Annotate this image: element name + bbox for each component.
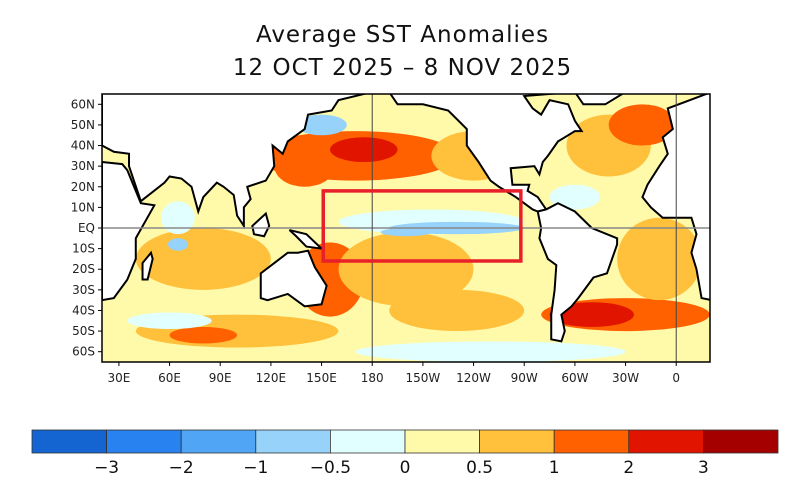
colorbar-label: 0 bbox=[400, 458, 411, 478]
lat-label: 60N bbox=[71, 97, 95, 111]
lon-label: 120E bbox=[256, 371, 287, 385]
colorbar-label: 1 bbox=[549, 458, 560, 478]
anomaly-patch bbox=[330, 137, 398, 163]
anomaly-patch bbox=[161, 201, 195, 235]
lat-label: EQ bbox=[78, 221, 95, 235]
lat-label: 60S bbox=[72, 345, 95, 359]
colorbar-label: −1 bbox=[243, 458, 268, 478]
lon-label: 150E bbox=[306, 371, 337, 385]
landmass-borneo bbox=[251, 211, 271, 238]
anomaly-patch bbox=[167, 238, 189, 251]
lon-label: 180 bbox=[361, 371, 384, 385]
anomaly-patch bbox=[274, 145, 336, 187]
lon-label: 60E bbox=[158, 371, 181, 385]
colorbar: −3 −2 −1 −0.5 0 0.5 1 2 3 bbox=[31, 429, 779, 478]
landmass-south-america bbox=[536, 202, 619, 343]
colorbar-label: −0.5 bbox=[310, 458, 351, 478]
landmass-madagascar bbox=[141, 250, 154, 281]
lat-label: 20S bbox=[72, 262, 95, 276]
lat-label: 30S bbox=[72, 283, 95, 297]
map-title: Average SST Anomalies bbox=[255, 22, 550, 48]
lon-label: 0 bbox=[672, 371, 680, 385]
lon-label: 150W bbox=[405, 371, 440, 385]
anomaly-patch bbox=[127, 312, 212, 330]
lat-label: 40N bbox=[71, 139, 95, 153]
anomaly-patch bbox=[355, 341, 626, 362]
landmass-australia bbox=[259, 249, 328, 308]
anomaly-patch bbox=[296, 114, 347, 136]
anomaly-patch bbox=[389, 289, 525, 332]
lat-label: 40S bbox=[72, 303, 95, 317]
colorbar-swatch bbox=[553, 429, 630, 454]
colorbar-swatch bbox=[106, 429, 182, 454]
colorbar-label: 0.5 bbox=[466, 458, 493, 478]
colorbar-label: −2 bbox=[169, 458, 194, 478]
colorbar-label: −3 bbox=[94, 458, 119, 478]
landmass-eurasia bbox=[102, 94, 368, 230]
reference-lines bbox=[102, 94, 710, 362]
lon-label: 30W bbox=[612, 371, 639, 385]
longitude-labels: 30E 60E 90E 120E 150E 180 150W 120W 90W 60W 30W 0 bbox=[107, 362, 680, 385]
colorbar-label: 2 bbox=[623, 458, 634, 478]
lon-label: 60W bbox=[561, 371, 588, 385]
lat-label: 10S bbox=[72, 242, 95, 256]
colorbar-swatch bbox=[703, 429, 779, 454]
anomaly-patch bbox=[549, 302, 634, 327]
landmass-new-guinea bbox=[288, 229, 325, 251]
anomaly-patch bbox=[549, 184, 601, 210]
anomaly-patch bbox=[617, 217, 702, 301]
colorbar-swatch bbox=[255, 429, 331, 454]
lon-label: 90E bbox=[209, 371, 232, 385]
landmass-africa-west bbox=[102, 161, 156, 302]
anomaly-patch bbox=[169, 326, 238, 344]
lat-label: 30N bbox=[71, 159, 95, 173]
latitude-labels: 60N 50N 40N 30N 20N 10N EQ 10S 20S 30S 40S 50S 60S bbox=[71, 97, 102, 359]
colorbar-swatch bbox=[180, 429, 257, 454]
lat-label: 20N bbox=[71, 180, 95, 194]
map-date-range: 12 OCT 2025 – 8 NOV 2025 bbox=[232, 55, 573, 81]
anomaly-patch bbox=[135, 228, 271, 290]
colorbar-label: 3 bbox=[698, 458, 709, 478]
lat-label: 10N bbox=[71, 200, 95, 214]
nino-region-box bbox=[321, 189, 523, 263]
lat-label: 50N bbox=[71, 118, 95, 132]
colorbar-swatch bbox=[31, 429, 107, 454]
anomaly-patch bbox=[608, 104, 677, 146]
anomaly-patch bbox=[380, 228, 432, 237]
landmass-north-america bbox=[389, 94, 584, 213]
landmass-greenland bbox=[575, 94, 625, 106]
lon-label: 120W bbox=[456, 371, 491, 385]
colorbar-swatch bbox=[329, 429, 406, 454]
lon-label: 30E bbox=[107, 371, 130, 385]
lon-label: 90W bbox=[511, 371, 538, 385]
colorbar-swatch bbox=[628, 429, 704, 454]
lat-label: 50S bbox=[72, 324, 95, 338]
colorbar-swatch bbox=[404, 429, 480, 454]
colorbar-swatch bbox=[479, 429, 555, 454]
